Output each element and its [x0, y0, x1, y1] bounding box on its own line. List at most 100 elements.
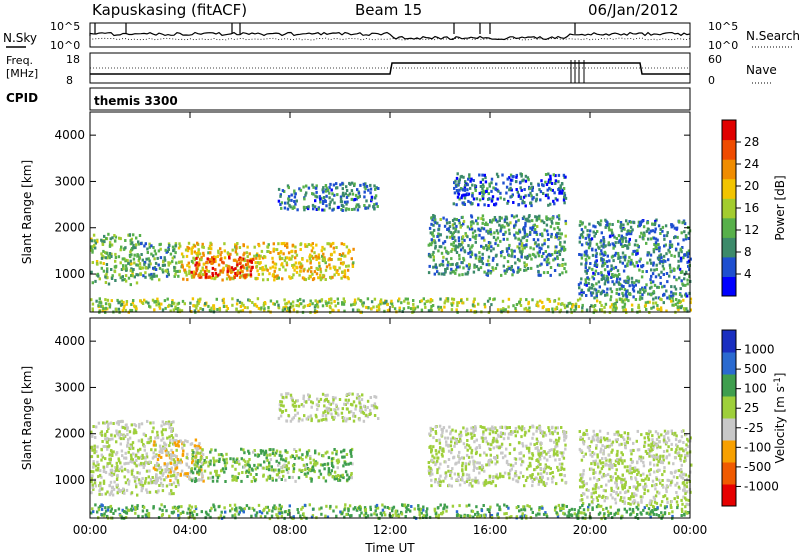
data-cell — [158, 304, 161, 308]
data-cell — [488, 442, 492, 446]
data-cell — [103, 234, 106, 238]
data-cell — [223, 242, 226, 246]
data-cell — [340, 450, 343, 454]
data-cell — [578, 286, 581, 290]
data-cell — [481, 439, 485, 443]
data-cell — [152, 421, 155, 425]
data-cell — [337, 301, 340, 305]
data-cell — [115, 478, 119, 481]
data-cell — [554, 182, 557, 185]
data-cell — [539, 467, 542, 470]
data-cell — [168, 435, 171, 439]
data-cell — [243, 306, 247, 309]
data-cell — [467, 199, 470, 203]
data-cell — [537, 472, 540, 476]
data-cell — [543, 228, 546, 232]
data-cell — [453, 437, 456, 441]
data-cell — [195, 464, 199, 468]
data-cell — [625, 297, 628, 301]
data-cell — [661, 285, 664, 289]
data-cell — [541, 430, 544, 434]
data-cell — [298, 448, 301, 452]
data-cell — [676, 301, 679, 305]
data-cell — [500, 442, 504, 446]
data-cell — [480, 260, 484, 263]
data-cell — [240, 447, 243, 451]
data-cell — [291, 276, 294, 280]
data-cell — [583, 253, 586, 257]
data-cell — [449, 474, 452, 477]
data-cell — [482, 430, 485, 434]
data-cell — [615, 298, 618, 302]
data-cell — [184, 472, 187, 476]
data-cell — [323, 199, 327, 203]
data-cell — [525, 239, 529, 243]
data-cell — [370, 404, 374, 408]
data-cell — [305, 191, 308, 195]
data-cell — [532, 425, 535, 429]
data-cell — [479, 425, 482, 429]
data-cell — [496, 175, 500, 179]
data-cell — [138, 234, 142, 237]
colorbar-swatch — [722, 198, 736, 219]
data-cell — [133, 479, 137, 483]
data-cell — [589, 262, 592, 265]
data-cell — [207, 304, 210, 308]
data-cell — [544, 180, 547, 184]
data-cell — [343, 269, 347, 273]
data-cell — [464, 180, 467, 184]
data-cell — [99, 261, 102, 265]
data-cell — [175, 270, 178, 273]
data-cell — [209, 471, 212, 475]
data-cell — [318, 264, 321, 268]
data-cell — [500, 432, 503, 436]
data-cell — [557, 173, 561, 177]
data-cell — [486, 442, 490, 446]
data-cell — [327, 188, 330, 192]
data-cell — [287, 414, 290, 417]
data-cell — [96, 262, 99, 266]
data-cell — [458, 253, 461, 257]
data-cell — [518, 242, 521, 246]
data-cell — [207, 275, 211, 279]
data-cell — [242, 266, 246, 270]
data-cell — [330, 188, 333, 192]
data-cell — [516, 190, 519, 194]
data-cell — [607, 243, 610, 247]
data-cell — [344, 403, 347, 406]
data-cell — [554, 174, 557, 178]
data-cell — [344, 462, 348, 466]
data-cell — [490, 189, 493, 193]
data-cell — [193, 244, 197, 248]
data-cell — [313, 309, 317, 313]
data-cell — [450, 249, 453, 253]
data-cell — [352, 412, 355, 415]
data-cell — [549, 225, 553, 229]
data-cell — [173, 274, 176, 278]
data-cell — [167, 273, 170, 277]
data-cell — [280, 263, 283, 267]
data-cell — [516, 270, 519, 274]
data-cell — [645, 270, 648, 273]
data-cell — [168, 454, 171, 458]
data-cell — [333, 470, 337, 474]
data-cell — [161, 473, 164, 477]
data-cell — [483, 238, 486, 242]
data-cell — [101, 455, 105, 459]
data-cell — [432, 228, 436, 232]
data-cell — [302, 463, 306, 467]
data-cell — [560, 466, 564, 470]
data-cell — [316, 407, 319, 411]
data-cell — [542, 481, 545, 484]
data-cell — [465, 264, 468, 268]
data-cell — [526, 267, 530, 270]
data-cell — [146, 419, 149, 423]
data-cell — [591, 253, 595, 257]
data-cell — [216, 308, 219, 311]
data-cell — [456, 304, 459, 308]
colorbar-tick-label: 8 — [744, 245, 752, 259]
data-cell — [224, 464, 227, 468]
data-cell — [564, 480, 568, 484]
data-cell — [147, 263, 151, 267]
data-cell — [379, 300, 382, 304]
